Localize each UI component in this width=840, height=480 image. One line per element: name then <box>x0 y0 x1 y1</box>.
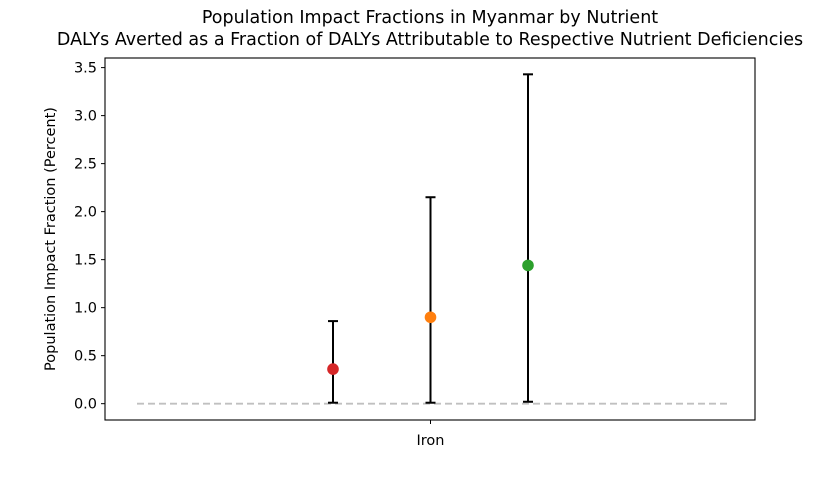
y-tick-label: 0.0 <box>74 397 97 413</box>
y-tick-label: 2.5 <box>74 157 97 173</box>
y-tick-label: 3.5 <box>74 61 97 77</box>
chart-subtitle: DALYs Averted as a Fraction of DALYs Att… <box>56 30 804 50</box>
y-tick-label: 1.0 <box>74 301 97 317</box>
y-tick-label: 2.0 <box>74 205 97 221</box>
y-tick-label: 3.0 <box>74 109 97 125</box>
data-point <box>522 259 534 272</box>
chart-title: Population Impact Fractions in Myanmar b… <box>201 8 659 28</box>
y-tick-label: 1.5 <box>74 253 97 269</box>
x-axis: Iron <box>417 420 445 449</box>
y-axis-label: Population Impact Fraction (Percent) <box>43 107 59 371</box>
y-tick-label: 0.5 <box>74 349 97 365</box>
data-point <box>424 311 437 324</box>
chart-marks <box>137 73 727 405</box>
data-point <box>327 363 339 375</box>
x-tick-label: Iron <box>417 433 445 449</box>
y-axis: 0.0 0.5 1.0 1.5 2.0 2.5 3.0 3.5 <box>74 61 105 413</box>
